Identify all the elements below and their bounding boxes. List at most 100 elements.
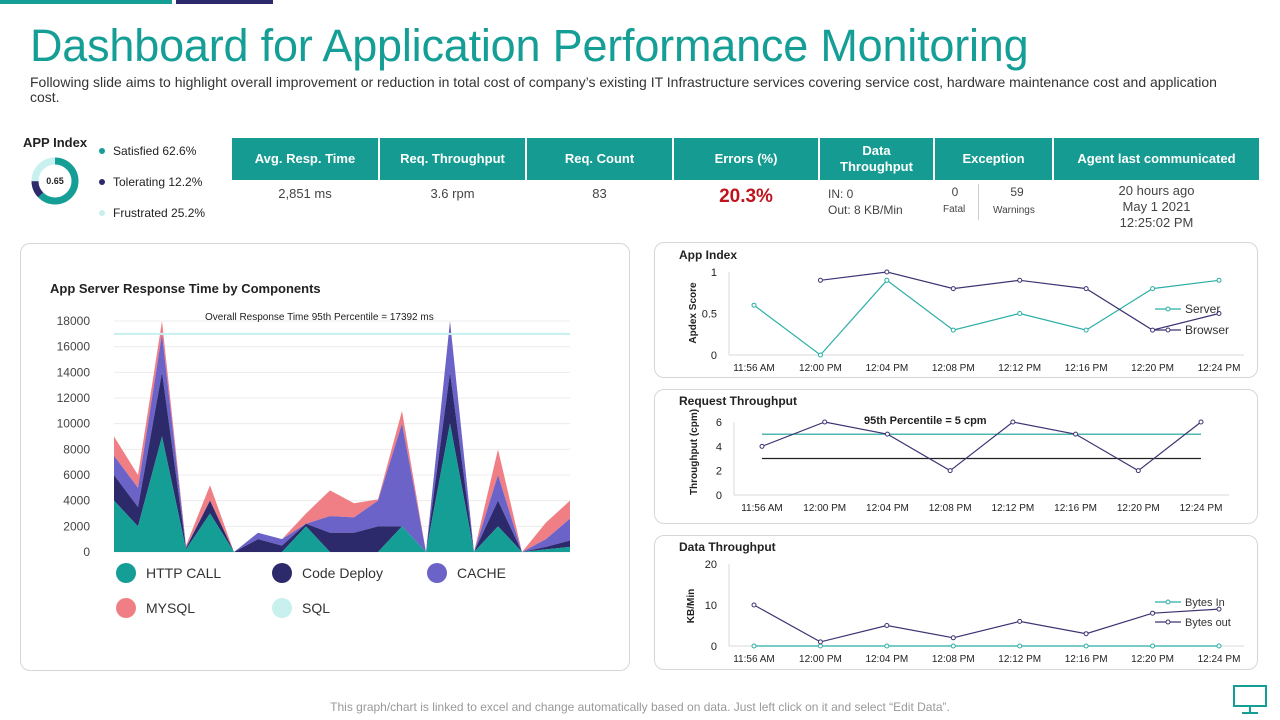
kpi-req-count: 83	[592, 186, 607, 201]
response-time-title: App Server Response Time by Components	[50, 281, 321, 296]
kpi-req-throughput: 3.6 rpm	[430, 186, 475, 201]
data-point	[1083, 643, 1089, 649]
data-point	[1017, 618, 1023, 624]
kpi-warnings-value: 59	[1010, 185, 1024, 199]
data-point	[884, 269, 890, 275]
kpi-agent-date: May 1 2021	[1122, 199, 1191, 214]
x-tick-label: 12:24 PM	[1180, 503, 1223, 514]
series-line-0	[761, 421, 1202, 472]
request-throughput-title: Request Throughput	[679, 394, 797, 408]
data-point	[817, 643, 823, 649]
legend-tolerating: Tolerating 12.2%	[113, 175, 203, 189]
x-tick-label: 11:56 AM	[733, 363, 775, 374]
data-point	[950, 286, 956, 292]
kpi-header-errors: Errors (%)	[674, 138, 818, 180]
data-point	[1083, 327, 1089, 333]
legend-marker	[1165, 619, 1171, 625]
accent-bar-navy	[176, 0, 273, 4]
area-cache	[114, 321, 570, 552]
throughput-percentile-label: 95th Percentile = 5 cpm	[864, 415, 987, 427]
legend-label: Bytes out	[1185, 617, 1231, 629]
donut-segment-2	[31, 157, 79, 205]
legend-label-http-call: HTTP CALL	[146, 565, 221, 581]
x-tick-label: 12:04 PM	[866, 503, 909, 514]
x-tick-label: 12:24 PM	[1198, 363, 1241, 374]
data-throughput-chart: Data Throughput KB/Min 0 10 20 11:56 AM 12:0…	[679, 540, 1244, 665]
data-point	[950, 643, 956, 649]
y-tick-label: 4000	[63, 494, 90, 508]
donut-segment-1	[31, 157, 79, 205]
x-tick-label: 12:08 PM	[932, 363, 975, 374]
y-tick-label: 2	[716, 466, 722, 478]
data-point	[950, 635, 956, 641]
legend-satisfied: Satisfied 62.6%	[113, 144, 197, 158]
request-throughput-chart: Request Throughput Throughput (cpm) 95th…	[679, 394, 1229, 514]
data-point	[1017, 311, 1023, 316]
y-tick-label: 1	[711, 267, 717, 279]
legend-label-cache: CACHE	[457, 565, 506, 581]
data-point	[884, 431, 890, 437]
x-tick-label: 12:12 PM	[991, 503, 1034, 514]
data-point	[1135, 468, 1141, 474]
kpi-errors: 20.3%	[719, 186, 773, 207]
kpi-data-in: IN: 0	[828, 187, 854, 201]
data-point	[1083, 631, 1089, 637]
response-time-chart: App Server Response Time by Components 0…	[50, 281, 570, 618]
area-code-deploy	[114, 372, 570, 552]
legend-label: Server	[1185, 302, 1220, 316]
y-tick-label: 0	[716, 490, 722, 502]
y-tick-label: 10	[705, 600, 717, 612]
x-tick-label: 12:24 PM	[1198, 654, 1241, 665]
y-tick-label: 16000	[57, 340, 91, 354]
data-point	[1073, 431, 1079, 437]
kpi-header-data-throughput: Data Throughput	[820, 138, 933, 180]
data-point	[751, 302, 757, 308]
x-tick-label: 12:16 PM	[1065, 654, 1108, 665]
data-point	[1083, 286, 1089, 292]
app-index-chart-title: App Index	[679, 248, 737, 262]
y-tick-label: 6000	[63, 468, 90, 482]
x-tick-label: 12:00 PM	[799, 654, 842, 665]
data-point	[1017, 277, 1023, 283]
data-point	[817, 352, 823, 358]
x-tick-label: 12:00 PM	[803, 503, 846, 514]
data-point	[1216, 606, 1222, 612]
legend-dot-satisfied	[99, 148, 105, 154]
data-point	[1017, 643, 1023, 649]
app-index-label: APP Index	[23, 135, 88, 150]
legend-dot-tolerating	[99, 179, 105, 185]
legend-swatch-mysql	[116, 598, 136, 618]
x-tick-label: 12:04 PM	[865, 363, 908, 374]
data-point	[884, 277, 890, 283]
data-throughput-title: Data Throughput	[679, 540, 776, 554]
legend-swatch-code-deploy	[272, 563, 292, 583]
kpi-header-avg-resp-time: Avg. Resp. Time	[232, 138, 378, 180]
data-point	[751, 602, 757, 608]
app-index-donut: 0.65	[31, 157, 79, 205]
x-tick-label: 12:20 PM	[1117, 503, 1160, 514]
accent-bar-teal	[0, 0, 172, 4]
x-tick-label: 12:20 PM	[1131, 363, 1174, 374]
x-tick-label: 12:04 PM	[865, 654, 908, 665]
y-tick-label: 10000	[57, 417, 91, 431]
data-point	[817, 639, 823, 645]
x-tick-label: 12:00 PM	[799, 363, 842, 374]
footer-note: This graph/chart is linked to excel and …	[330, 700, 950, 714]
legend-label-mysql: MYSQL	[146, 600, 195, 616]
kpi-data-out: Out: 8 KB/Min	[828, 203, 903, 217]
request-throughput-ylabel: Throughput (cpm)	[689, 409, 700, 495]
kpi-header-exception: Exception	[935, 138, 1052, 180]
x-tick-label: 12:08 PM	[929, 503, 972, 514]
app-index-ylabel: Apdex Score	[688, 282, 699, 344]
data-point	[947, 468, 953, 474]
kpi-avg-resp-time: 2,851 ms	[278, 186, 332, 201]
x-tick-label: 12:12 PM	[998, 654, 1041, 665]
legend-label-code-deploy: Code Deploy	[302, 565, 383, 581]
kpi-header-req-count: Req. Count	[527, 138, 672, 180]
data-point	[1150, 327, 1156, 333]
exception-divider	[978, 184, 979, 220]
x-tick-label: 12:16 PM	[1065, 363, 1108, 374]
y-tick-label: 2000	[63, 519, 90, 533]
legend-dot-frustrated	[99, 210, 105, 216]
legend-frustrated: Frustrated 25.2%	[113, 206, 206, 220]
